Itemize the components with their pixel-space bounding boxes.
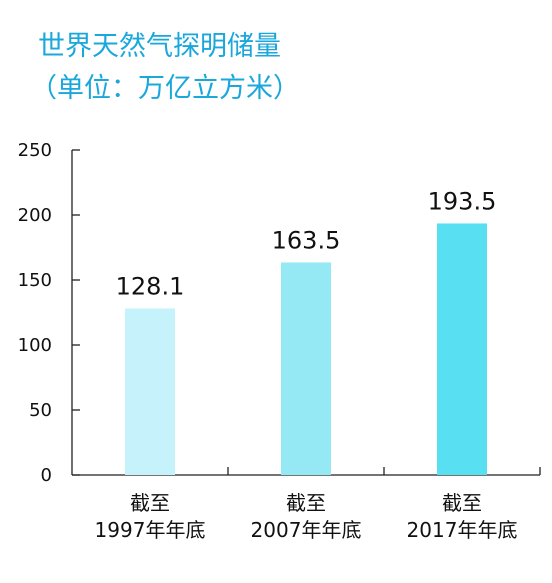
data-label: 193.5 xyxy=(428,187,497,215)
category-label: 2017年年底 xyxy=(407,518,518,542)
y-tick-label: 100 xyxy=(18,335,52,356)
category-label: 截至 xyxy=(442,491,482,515)
category-label: 截至 xyxy=(130,491,170,515)
y-tick-label: 0 xyxy=(41,465,52,486)
bar-1 xyxy=(125,308,175,475)
chart-subtitle: （单位：万亿立方米） xyxy=(30,73,300,104)
category-label: 截至 xyxy=(286,491,326,515)
data-label: 128.1 xyxy=(116,272,185,300)
bar-3 xyxy=(437,223,487,475)
y-tick-label: 150 xyxy=(18,270,52,291)
y-tick-label: 200 xyxy=(18,205,52,226)
chart-title: 世界天然气探明储量 xyxy=(38,31,281,62)
bar-2 xyxy=(281,262,331,475)
y-tick-label: 250 xyxy=(18,140,52,161)
y-tick-label: 50 xyxy=(29,400,52,421)
category-label: 2007年年底 xyxy=(251,518,362,542)
category-label: 1997年年底 xyxy=(95,518,206,542)
data-label: 163.5 xyxy=(272,226,341,254)
